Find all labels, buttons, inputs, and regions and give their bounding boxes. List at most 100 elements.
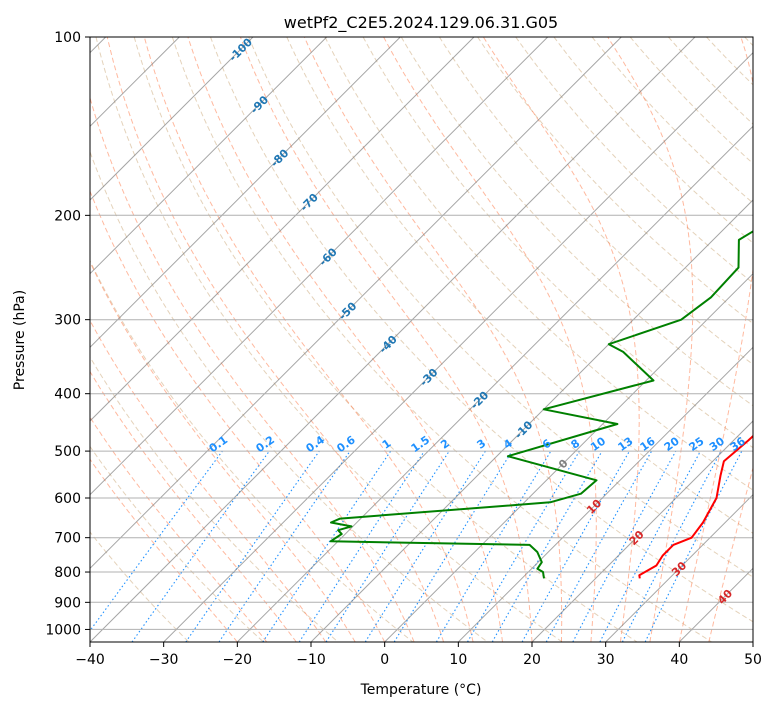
chart-title: wetPf2_C2E5.2024.129.06.31.G05: [284, 13, 558, 33]
dry-adiabat-line: [629, 37, 753, 165]
mixing-ratio-line: [262, 450, 392, 642]
mixing-ratio-line: [467, 450, 580, 642]
isotherm-label: 10: [584, 497, 604, 517]
y-axis-title: Pressure (hPa): [12, 290, 28, 390]
x-tick-label: −40: [75, 652, 105, 668]
mixing-ratio-label: 1: [380, 437, 394, 452]
temperature-line: [638, 434, 753, 579]
isotherm-line: [605, 493, 753, 642]
dry-adiabat-line: [668, 37, 753, 125]
dry-adiabat-line: [515, 37, 753, 284]
moist-adiabat-line: [383, 37, 597, 642]
moist-adiabat-line: [607, 37, 694, 642]
moist-adiabat-line: [143, 37, 474, 642]
isotherm-label: -100: [226, 35, 255, 64]
dry-adiabat-line: [171, 37, 712, 642]
isotherm-line: [236, 125, 753, 642]
series-layer: [329, 230, 753, 579]
isotherm-label: 40: [715, 587, 735, 607]
isotherm-line: [90, 37, 696, 642]
plot-frame: [89, 36, 754, 643]
mixing-ratio-label: 0.4: [304, 433, 328, 455]
mixing-ratio-line: [218, 450, 351, 642]
mixing-ratio-label: 0.2: [254, 433, 277, 455]
y-tick-label: 200: [54, 208, 81, 224]
y-tick-label: 400: [54, 387, 81, 403]
background-guides: [90, 37, 753, 642]
moist-adiabat-line: [482, 37, 640, 642]
isotherm-line: [531, 420, 753, 642]
mixing-ratio-line: [185, 450, 320, 642]
dry-adiabat-line: [553, 37, 753, 244]
dry-adiabat-line: [286, 37, 753, 534]
x-axis-title: Temperature (°C): [360, 682, 482, 698]
dry-adiabat-line: [706, 37, 753, 86]
isotherm-line: [457, 346, 753, 642]
dry-adiabat-line: [95, 37, 563, 642]
mixing-ratio-line: [131, 450, 270, 642]
moist-adiabat-line: [90, 189, 386, 642]
x-tick-label: −30: [149, 652, 179, 668]
dry-adiabat-line: [90, 531, 190, 642]
isotherm-line: [90, 37, 328, 275]
mixing-ratio-line: [521, 450, 630, 642]
moist-adiabat-line: [90, 260, 356, 642]
x-tick-label: −10: [296, 652, 326, 668]
y-tick-label: 800: [54, 565, 81, 581]
dry-adiabat-line: [133, 37, 638, 642]
x-tick-label: 50: [744, 652, 762, 668]
moist-adiabat-line: [239, 37, 533, 642]
x-tick-label: 30: [597, 652, 615, 668]
dry-adiabat-line: [90, 445, 264, 642]
guide-labels: 0.1 0.2 0.4 0.6 1 1.5 2 3 4 6 8 10 13 16 20 25 30 36-100-…: [207, 35, 748, 607]
x-tick-label: 20: [523, 652, 541, 668]
y-tick-label: 100: [54, 30, 81, 46]
isotherm-line: [90, 37, 622, 570]
moist-adiabat-line: [90, 458, 238, 642]
moist-adiabat-line: [90, 416, 268, 642]
moist-adiabat-line: [106, 37, 445, 642]
moist-adiabat-line: [303, 37, 563, 642]
dry-adiabat-line: [362, 37, 753, 449]
dewpoint-line: [329, 230, 753, 579]
isotherm-line: [384, 272, 753, 642]
isotherm-line: [752, 641, 753, 642]
moist-adiabat-line: [708, 466, 753, 642]
axes: −40 −30 −20 −10 0 10 20 30 40 50 100 200 300 400 500 60…: [45, 30, 762, 668]
x-tick-label: 40: [670, 652, 688, 668]
dry-adiabat-line: [591, 37, 753, 204]
y-tick-label: 900: [54, 595, 81, 611]
isotherm-line: [90, 37, 401, 349]
mixing-ratio-line: [298, 450, 425, 642]
moist-adiabat-line: [90, 319, 327, 642]
isotherm-line: [90, 37, 254, 201]
x-tick-label: −20: [223, 652, 253, 668]
dry-adiabat-line: [438, 37, 753, 366]
mixing-ratio-label: 8: [569, 437, 583, 452]
mixing-ratio-line: [325, 450, 450, 642]
dry-adiabat-line: [324, 37, 753, 491]
dry-adiabat-line: [248, 37, 753, 578]
dry-adiabat-line: [210, 37, 753, 623]
dry-adiabat-line: [400, 37, 753, 407]
dry-adiabat-line: [744, 37, 753, 47]
y-tick-label: 700: [54, 531, 81, 547]
y-tick-label: 500: [54, 444, 81, 460]
x-tick-label: 10: [449, 652, 467, 668]
moist-adiabat-line: [678, 37, 753, 642]
isotherm-line: [678, 567, 753, 642]
y-tick-label: 300: [54, 313, 81, 329]
mixing-ratio-line: [393, 450, 513, 642]
moist-adiabat-line: [187, 37, 503, 642]
mixing-ratio-label: 0.1: [207, 433, 230, 455]
mixing-ratio-line: [644, 450, 743, 642]
isotherm-line: [310, 199, 753, 642]
mixing-ratio-line: [90, 450, 223, 632]
dry-adiabat-line: [90, 150, 488, 642]
x-tick-label: 0: [380, 652, 389, 668]
mixing-ratio-line: [572, 450, 677, 642]
dry-adiabat-line: [90, 259, 414, 642]
isotherm-line: [163, 51, 753, 642]
isotherm-line: [90, 37, 549, 496]
